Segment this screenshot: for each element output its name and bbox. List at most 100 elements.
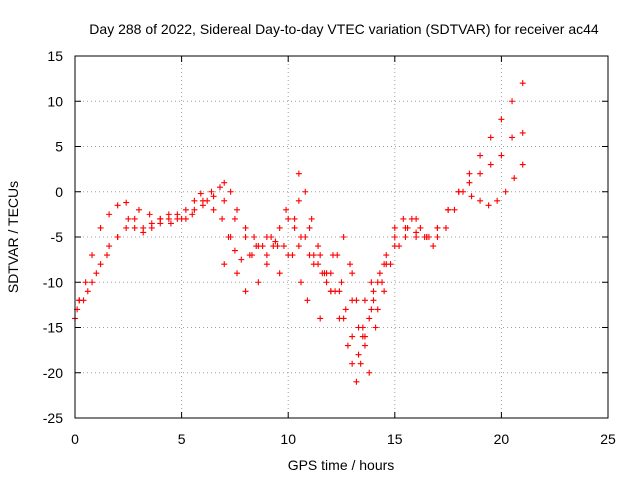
data-point — [199, 202, 206, 209]
data-point — [234, 206, 241, 213]
y-tick-label: -5 — [51, 229, 64, 245]
data-point — [123, 224, 130, 231]
data-point — [498, 116, 505, 123]
data-point — [208, 188, 215, 195]
data-point — [321, 270, 328, 277]
data-point — [327, 288, 334, 295]
x-axis-label: GPS time / hours — [288, 457, 395, 473]
data-point — [349, 333, 356, 340]
data-point — [487, 161, 494, 168]
data-point — [89, 252, 96, 259]
data-point — [221, 261, 228, 268]
data-point — [379, 279, 386, 286]
series-trace-b — [74, 129, 526, 358]
data-point — [234, 270, 241, 277]
grid-lines — [75, 56, 608, 418]
data-point — [97, 261, 104, 268]
data-point — [430, 243, 437, 250]
y-axis-label: SDTVAR / TECUs — [5, 181, 21, 293]
data-point — [368, 306, 375, 313]
data-point — [227, 188, 234, 195]
data-point — [197, 190, 204, 197]
data-point — [295, 243, 302, 250]
data-point — [442, 224, 449, 231]
data-points — [72, 80, 526, 385]
data-point — [231, 215, 238, 222]
data-point — [165, 215, 172, 222]
y-tick-label: -15 — [43, 320, 63, 336]
data-point — [259, 243, 266, 250]
data-point — [413, 229, 420, 236]
data-point — [106, 211, 113, 218]
x-tick-label: 20 — [494, 431, 510, 447]
data-point — [182, 206, 189, 213]
data-point — [387, 261, 394, 268]
data-point — [306, 252, 313, 259]
data-point — [291, 224, 298, 231]
x-tick-label: 5 — [178, 431, 186, 447]
data-point — [103, 252, 110, 259]
data-point — [402, 234, 409, 240]
series-trace-e — [295, 170, 386, 376]
data-point — [148, 224, 155, 231]
data-point — [157, 215, 164, 222]
data-point — [366, 315, 373, 322]
data-point — [487, 134, 494, 141]
data-point — [370, 297, 377, 304]
data-point — [509, 98, 516, 105]
data-point — [413, 215, 420, 222]
x-tick-labels: 0 5 10 15 20 25 — [71, 431, 616, 447]
data-point — [270, 243, 277, 250]
data-point — [391, 234, 398, 240]
data-point — [242, 288, 249, 295]
data-point — [191, 206, 198, 213]
data-point — [242, 224, 249, 231]
data-point — [140, 229, 147, 236]
data-point — [349, 360, 356, 367]
data-point — [285, 252, 292, 259]
data-point — [361, 297, 368, 304]
data-point — [359, 333, 366, 340]
y-tick-label: 15 — [47, 48, 63, 64]
data-point — [189, 211, 196, 218]
data-point — [323, 279, 330, 286]
series-trace-a — [72, 161, 526, 385]
data-point — [135, 206, 142, 213]
data-point — [297, 234, 304, 240]
data-point — [366, 369, 373, 376]
data-point — [381, 261, 388, 268]
data-point — [263, 252, 270, 259]
data-point — [248, 252, 255, 259]
data-point — [357, 360, 364, 367]
data-point — [93, 270, 100, 277]
data-point — [349, 270, 356, 277]
data-point — [353, 297, 360, 304]
data-point — [344, 342, 351, 349]
data-point — [97, 224, 104, 231]
data-point — [276, 270, 283, 277]
x-tick-label: 15 — [387, 431, 403, 447]
data-point — [263, 261, 270, 268]
data-point — [361, 342, 368, 349]
data-point — [106, 243, 113, 250]
data-point — [255, 279, 262, 286]
data-point — [283, 206, 290, 213]
y-tick-label: -20 — [43, 365, 63, 381]
data-point — [466, 170, 473, 177]
data-point — [451, 206, 458, 213]
data-point — [310, 261, 317, 268]
data-point — [280, 243, 287, 250]
y-tick-labels: -25 -20 -15 -10 -5 0 5 10 15 — [43, 48, 63, 426]
data-point — [502, 188, 509, 195]
y-tick-label: -25 — [43, 410, 63, 426]
data-point — [84, 288, 91, 295]
data-point — [221, 179, 228, 186]
data-point — [494, 197, 501, 204]
data-point — [368, 279, 375, 286]
data-point — [131, 224, 138, 231]
data-point — [434, 224, 441, 231]
data-point — [353, 378, 360, 385]
data-point — [251, 234, 258, 240]
data-point — [477, 197, 484, 204]
series-trace-c — [76, 80, 526, 331]
